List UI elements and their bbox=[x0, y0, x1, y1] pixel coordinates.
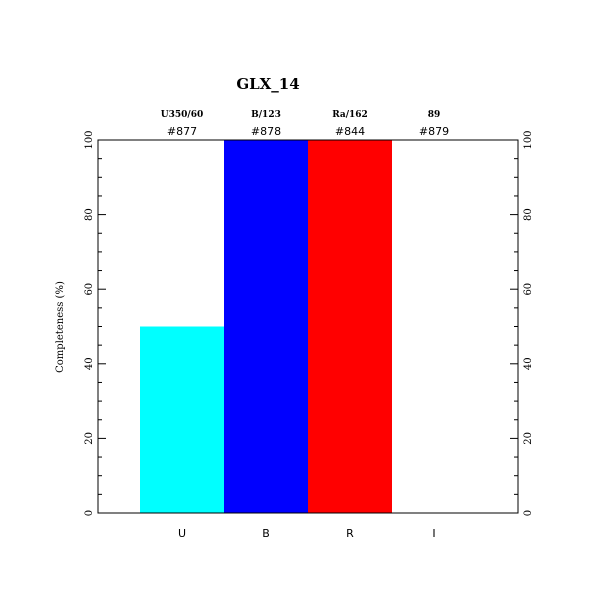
y-tick-label-left: 80 bbox=[84, 208, 95, 221]
y-tick-label-right: 40 bbox=[523, 357, 534, 370]
category-label-b: B bbox=[262, 527, 270, 540]
filter-id-u: #877 bbox=[167, 125, 197, 138]
y-tick-label-right: 100 bbox=[523, 130, 534, 149]
bar-r bbox=[308, 140, 392, 513]
y-axis-title: Completeness (%) bbox=[55, 281, 66, 373]
filter-name-u: U350/60 bbox=[161, 110, 203, 120]
category-label-r: R bbox=[346, 527, 354, 540]
category-label-i: I bbox=[432, 527, 435, 540]
y-tick-label-left: 100 bbox=[84, 130, 95, 149]
y-tick-label-right: 60 bbox=[523, 283, 534, 296]
bar-b bbox=[224, 140, 308, 513]
filter-name-r: Ra/162 bbox=[332, 110, 368, 120]
bars-layer bbox=[140, 140, 392, 513]
ticks-layer bbox=[98, 139, 518, 514]
y-tick-label-right: 0 bbox=[523, 510, 534, 516]
filter-name-b: B/123 bbox=[251, 110, 281, 120]
chart-title: GLX_14 bbox=[236, 75, 299, 93]
bar-u bbox=[140, 326, 224, 513]
filter-name-i: 89 bbox=[428, 110, 441, 120]
y-tick-label-left: 60 bbox=[84, 283, 95, 296]
labels-layer: 0 0 20 20 40 40 60 60 80 80 100 100 U U350/60 #877 B B/1… bbox=[84, 110, 534, 540]
y-tick-label-right: 80 bbox=[523, 208, 534, 221]
y-tick-label-left: 0 bbox=[84, 510, 95, 516]
category-label-u: U bbox=[178, 527, 186, 540]
filter-id-r: #844 bbox=[335, 125, 365, 138]
filter-id-b: #878 bbox=[251, 125, 281, 138]
y-tick-label-left: 40 bbox=[84, 357, 95, 370]
y-tick-label-right: 20 bbox=[523, 432, 534, 445]
filter-id-i: #879 bbox=[419, 125, 449, 138]
y-tick-label-left: 20 bbox=[84, 432, 95, 445]
